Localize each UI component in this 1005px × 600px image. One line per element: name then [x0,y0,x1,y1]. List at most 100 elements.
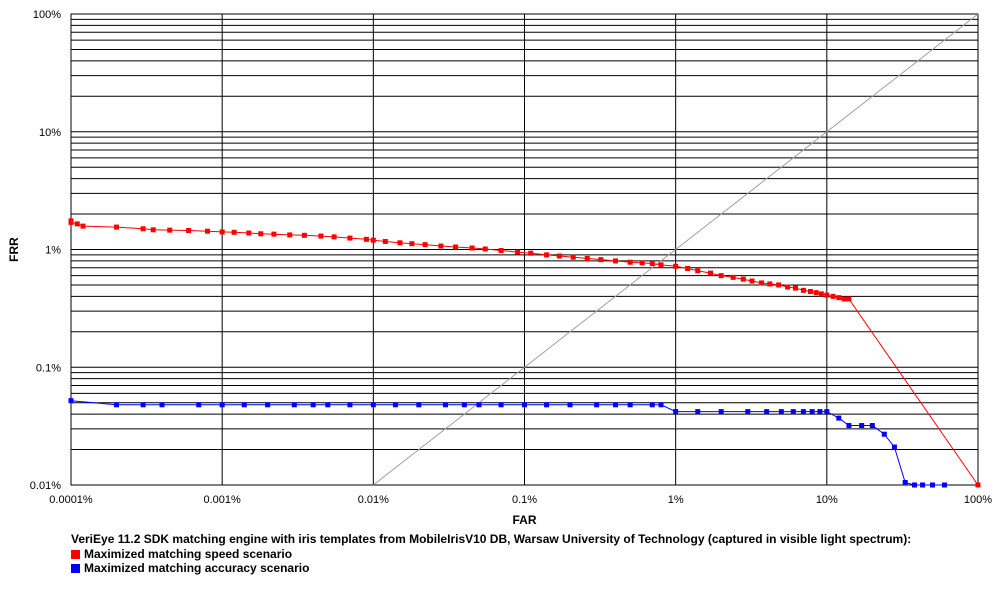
legend-label-accuracy: Maximized matching accuracy scenario [84,561,310,575]
data-point [347,402,353,408]
y-tick-label: 1% [45,245,61,257]
data-point [824,292,830,298]
data-point [818,291,824,297]
x-tick-label: 0.1% [512,494,537,506]
series-0 [68,218,981,488]
data-point [891,444,897,450]
data-point [759,280,765,286]
data-point [911,482,917,488]
data-point [792,285,798,291]
plot-frame [70,13,979,486]
data-point [325,402,331,408]
data-point [231,229,237,235]
data-point [416,402,422,408]
data-point [544,252,550,258]
data-point [241,402,247,408]
data-point [140,402,146,408]
data-point [808,288,814,294]
data-point [695,409,701,415]
data-point [397,240,403,246]
data-point [658,262,664,268]
legend-swatch-blue [71,563,80,573]
data-point [800,287,806,293]
data-point [370,402,376,408]
legend-swatch-red [71,549,80,559]
data-point [718,273,724,279]
data-point [74,221,80,227]
data-point [422,242,428,248]
data-point [498,248,504,254]
data-point [594,402,600,408]
data-point [920,482,926,488]
data-point [846,296,852,302]
data-point [556,253,562,259]
data-point [745,409,751,415]
data-point [841,296,847,302]
series-group [68,218,981,488]
y-tick-labels: 0.01% 0.1% 1% 10% 100% [30,9,61,492]
data-point [685,265,691,271]
data-point [409,241,415,247]
data-point [584,255,590,261]
y-tick-label: 0.01% [30,480,61,492]
data-point [522,402,527,408]
data-point [813,290,819,296]
data-point [730,274,736,280]
y-tick-label: 100% [33,9,61,21]
data-point [186,227,192,233]
data-point [846,423,852,429]
data-point [740,276,746,282]
data-point [528,250,534,256]
data-point [859,423,865,429]
x-tick-label: 100% [964,494,992,506]
data-point [695,268,701,274]
y-tick-label: 10% [39,127,61,139]
data-point [271,231,277,237]
data-point [347,235,353,241]
data-point [310,402,316,408]
data-point [809,409,815,415]
frr-far-chart: 0.0001% 0.001% 0.01% 0.1% 1% 10% 100% 0.01% 0.1… [7,9,992,527]
y-axis-title: FRR [7,237,21,262]
data-point [639,260,645,266]
eer-line [373,13,979,486]
data-point [767,281,773,287]
chart-caption: VeriEye 11.2 SDK matching engine with ir… [71,532,912,546]
x-tick-label: 0.001% [204,494,242,506]
grid-lines [70,14,979,486]
data-point [265,402,271,408]
x-tick-label: 0.0001% [49,494,93,506]
data-point [902,480,908,486]
series-1 [68,398,947,488]
data-point [613,258,619,264]
data-point [318,233,324,239]
data-point [196,402,202,408]
data-point [219,402,225,408]
legend-entry-speed: Maximized matching speed scenario [71,547,309,561]
data-point [515,249,521,255]
data-point [287,232,293,238]
data-point [205,228,211,234]
data-point [830,293,836,299]
data-point [150,227,156,233]
eer-reference-line [373,13,979,486]
data-point [114,402,120,408]
data-point [836,295,842,301]
data-point [438,243,444,249]
data-point [649,402,655,408]
data-point [627,259,633,265]
data-point [291,402,297,408]
data-point [570,254,576,260]
data-point [649,261,655,267]
x-tick-label: 1% [668,494,684,506]
data-point [627,402,633,408]
data-point [790,409,796,415]
data-point [929,482,935,488]
data-point [836,415,842,421]
data-point [68,219,74,225]
data-point [382,238,388,244]
data-point [941,482,947,488]
data-point [140,226,146,232]
data-point [453,244,459,250]
data-point [749,278,755,284]
